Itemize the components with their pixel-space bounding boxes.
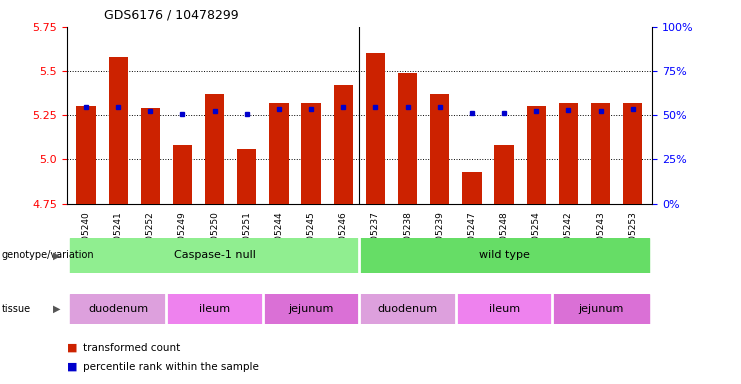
Text: genotype/variation: genotype/variation xyxy=(1,250,94,260)
Bar xyxy=(205,94,225,204)
Bar xyxy=(302,103,321,204)
Text: ileum: ileum xyxy=(488,304,519,314)
Bar xyxy=(70,238,359,273)
Bar xyxy=(141,108,160,204)
Bar xyxy=(462,172,482,204)
Bar xyxy=(591,103,611,204)
Text: transformed count: transformed count xyxy=(83,343,180,353)
Bar xyxy=(70,294,167,324)
Text: Caspase-1 null: Caspase-1 null xyxy=(173,250,256,260)
Bar xyxy=(623,103,642,204)
Text: ileum: ileum xyxy=(199,304,230,314)
Bar xyxy=(366,53,385,204)
Text: duodenum: duodenum xyxy=(378,304,438,314)
Bar xyxy=(333,85,353,204)
Text: wild type: wild type xyxy=(479,250,530,260)
Text: percentile rank within the sample: percentile rank within the sample xyxy=(83,362,259,372)
Text: ▶: ▶ xyxy=(53,250,61,260)
Bar xyxy=(269,103,289,204)
Bar xyxy=(456,294,552,324)
Text: duodenum: duodenum xyxy=(88,304,148,314)
Bar xyxy=(108,57,127,204)
Bar xyxy=(237,149,256,204)
Bar xyxy=(559,103,578,204)
Text: ■: ■ xyxy=(67,362,81,372)
Bar xyxy=(359,294,456,324)
Text: tissue: tissue xyxy=(1,304,30,314)
Text: jejunum: jejunum xyxy=(578,304,623,314)
Bar xyxy=(173,145,192,204)
Bar xyxy=(398,73,417,204)
Text: GDS6176 / 10478299: GDS6176 / 10478299 xyxy=(104,8,239,21)
Bar xyxy=(263,294,359,324)
Text: jejunum: jejunum xyxy=(288,304,334,314)
Text: ▶: ▶ xyxy=(53,304,61,314)
Bar xyxy=(494,145,514,204)
Bar xyxy=(552,294,649,324)
Text: ■: ■ xyxy=(67,343,81,353)
Bar xyxy=(527,106,546,204)
Bar xyxy=(359,238,649,273)
Bar xyxy=(167,294,263,324)
Bar xyxy=(430,94,450,204)
Bar xyxy=(76,106,96,204)
